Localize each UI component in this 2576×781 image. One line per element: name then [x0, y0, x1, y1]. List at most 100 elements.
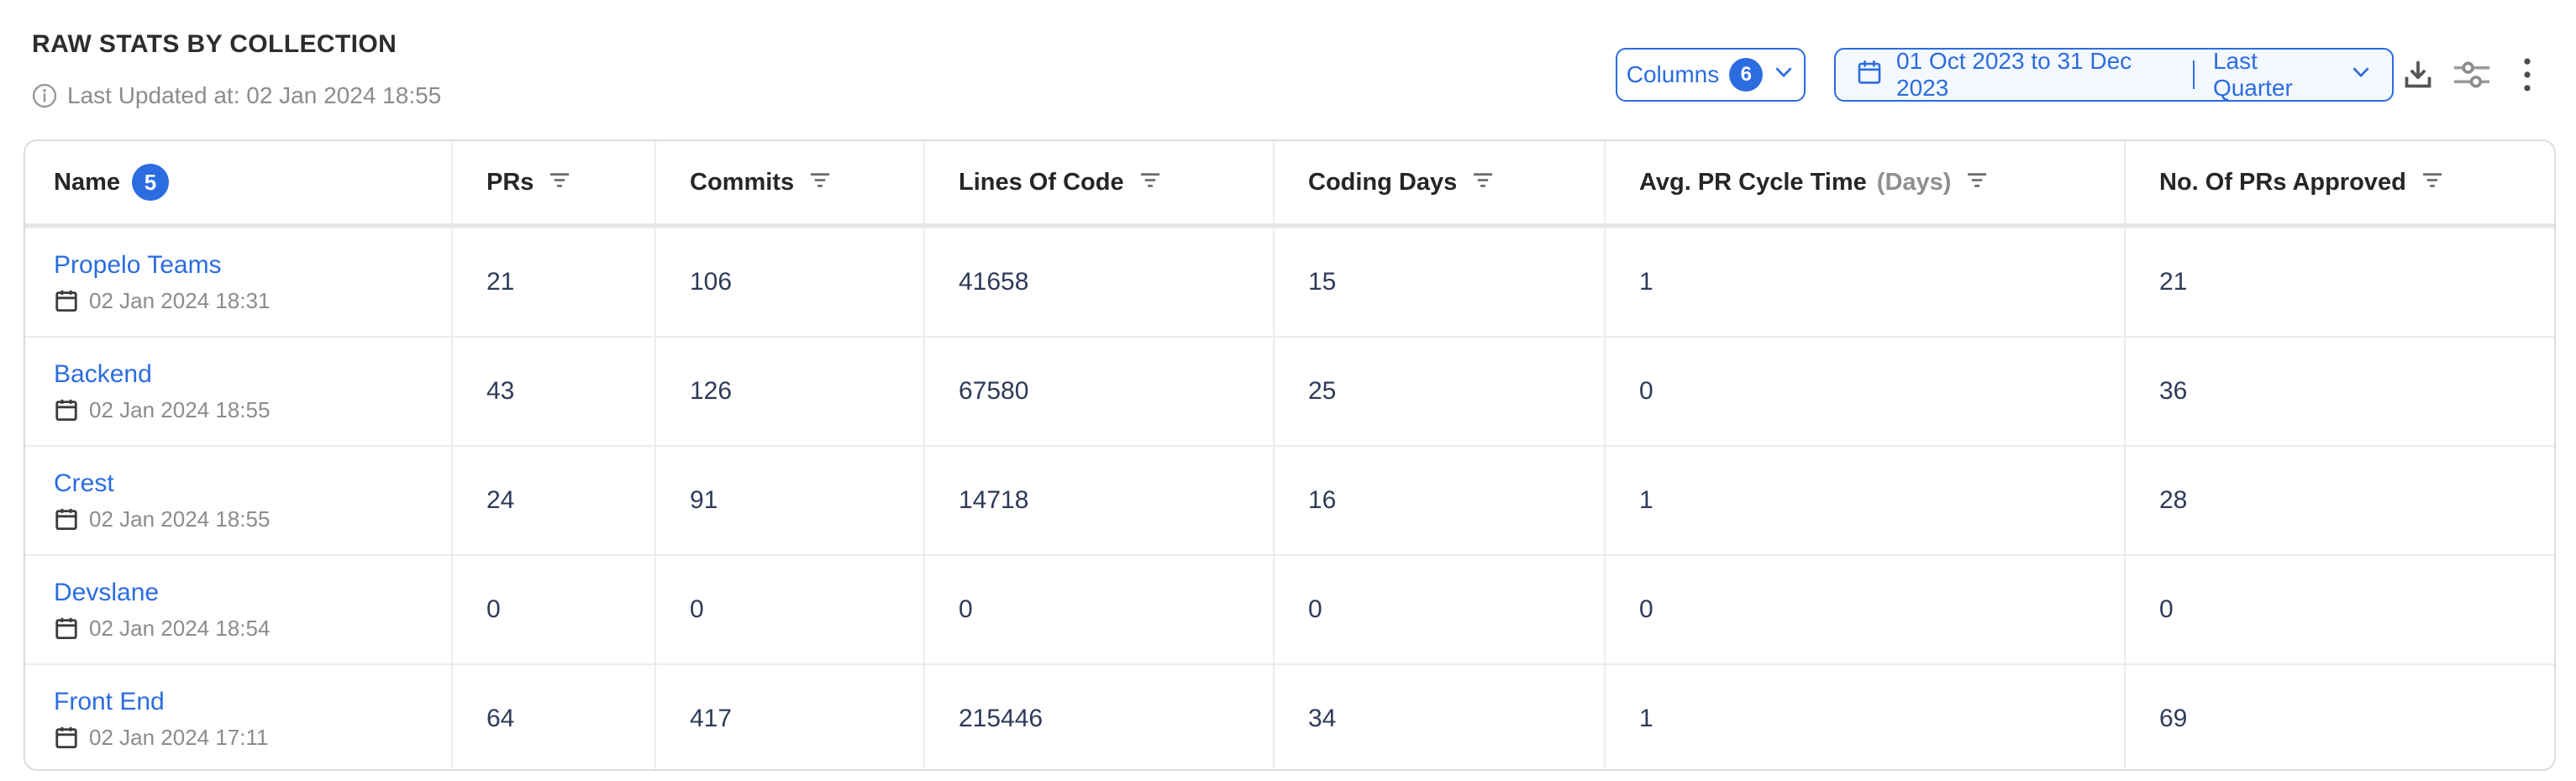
prs-cell: 21 [453, 228, 656, 336]
column-header-coding-days-label: Coding Days [1308, 168, 1458, 196]
filter-icon[interactable] [1472, 169, 1494, 197]
commits-cell: 91 [656, 447, 925, 554]
row-updated-text: 02 Jan 2024 18:54 [89, 615, 271, 641]
name-cell: Propelo Teams 02 Jan 2024 18:31 [25, 228, 453, 336]
row-updated-text: 02 Jan 2024 17:11 [89, 724, 269, 750]
collection-link[interactable]: Devslane [54, 578, 160, 606]
prs-approved-cell: 28 [2159, 486, 2188, 514]
date-range-preset: Last Quarter [2212, 48, 2293, 101]
filter-icon[interactable] [2421, 169, 2443, 197]
prs-cell: 64 [453, 665, 656, 769]
avg-pr-cycle-cell: 1 [1606, 447, 2126, 554]
table-row: Devslane 02 Jan 2024 18:54 0 0 0 0 0 0 [25, 554, 2554, 663]
collection-link[interactable]: Backend [54, 359, 152, 388]
coding-days-cell: 34 [1275, 665, 1606, 769]
column-header-commits-label: Commits [690, 168, 795, 196]
row-updated: 02 Jan 2024 18:55 [54, 397, 270, 423]
column-header-avg-label: Avg. PR Cycle Time [1639, 168, 1867, 196]
row-updated-text: 02 Jan 2024 18:55 [89, 396, 271, 422]
download-icon [2401, 58, 2435, 94]
download-button[interactable] [2396, 54, 2440, 97]
info-icon [32, 83, 57, 108]
column-header-prs-label: PRs [486, 168, 534, 196]
commits-cell: 126 [656, 338, 925, 445]
name-cell: Devslane 02 Jan 2024 18:54 [25, 556, 453, 663]
table-row: Propelo Teams 02 Jan 2024 18:31 21 106 4… [25, 227, 2554, 336]
prs-cell: 43 [453, 338, 656, 445]
prs-approved-cell: 69 [2159, 705, 2188, 732]
column-header-prs: PRs [453, 141, 656, 223]
lines-of-code-cell: 0 [925, 556, 1275, 663]
name-cell: Crest 02 Jan 2024 18:55 [25, 447, 453, 554]
commits-cell: 417 [656, 665, 925, 769]
filter-settings-button[interactable] [2450, 54, 2494, 97]
columns-button[interactable]: Columns 6 [1616, 48, 1806, 102]
table-row: Crest 02 Jan 2024 18:55 24 91 14718 16 1… [25, 445, 2554, 554]
calendar-icon [54, 616, 79, 641]
column-header-name: Name 5 [25, 141, 453, 223]
column-header-approved-label: No. Of PRs Approved [2159, 168, 2406, 196]
column-header-name-label: Name [54, 168, 120, 196]
avg-pr-cycle-cell: 1 [1606, 228, 2126, 336]
column-header-avg-suffix: (Days) [1876, 168, 1952, 196]
column-header-lines-of-code: Lines Of Code [925, 141, 1275, 223]
more-options-button[interactable] [2505, 54, 2549, 97]
table-row: Backend 02 Jan 2024 18:55 43 126 67580 2… [25, 336, 2554, 445]
prs-cell: 24 [453, 447, 656, 554]
prs-approved-cell: 36 [2159, 377, 2188, 405]
collection-link[interactable]: Crest [54, 469, 114, 497]
calendar-icon [54, 288, 79, 313]
prs-cell: 0 [453, 556, 656, 663]
kebab-menu-icon [2510, 55, 2544, 97]
date-range-button[interactable]: 01 Oct 2023 to 31 Dec 2023 Last Quarter [1834, 48, 2394, 102]
lines-of-code-cell: 14718 [925, 447, 1275, 554]
lines-of-code-cell: 41658 [925, 228, 1275, 336]
calendar-icon [54, 397, 79, 422]
date-range-divider [2192, 60, 2195, 89]
collection-link[interactable]: Front End [54, 687, 165, 715]
coding-days-cell: 15 [1275, 228, 1606, 336]
row-updated-text: 02 Jan 2024 18:55 [89, 506, 271, 532]
chevron-down-icon [1773, 61, 1795, 89]
columns-count-badge: 6 [1729, 58, 1764, 92]
name-cell: Front End 02 Jan 2024 17:11 [25, 665, 453, 769]
lines-of-code-cell: 67580 [925, 338, 1275, 445]
table-header-row: Name 5 PRs Commits [25, 141, 2554, 227]
last-updated-row: Last Updated at: 02 Jan 2024 18:55 [32, 82, 441, 109]
row-updated: 02 Jan 2024 18:54 [54, 616, 270, 642]
filter-icon[interactable] [549, 169, 570, 197]
column-header-loc-label: Lines Of Code [959, 168, 1124, 196]
calendar-icon [54, 506, 79, 532]
coding-days-cell: 25 [1275, 338, 1606, 445]
row-updated: 02 Jan 2024 18:55 [54, 506, 270, 532]
name-cell: Backend 02 Jan 2024 18:55 [25, 338, 453, 445]
last-updated-text: Last Updated at: 02 Jan 2024 18:55 [67, 82, 442, 108]
avg-pr-cycle-cell: 1 [1606, 665, 2126, 769]
collection-link[interactable]: Propelo Teams [54, 250, 222, 279]
row-updated-text: 02 Jan 2024 18:31 [89, 287, 271, 313]
column-header-commits: Commits [656, 141, 925, 223]
lines-of-code-cell: 215446 [925, 665, 1275, 769]
prs-approved-cell: 0 [2159, 595, 2174, 623]
row-updated: 02 Jan 2024 18:31 [54, 288, 270, 314]
coding-days-cell: 16 [1275, 447, 1606, 554]
row-updated: 02 Jan 2024 17:11 [54, 725, 268, 751]
page-title: RAW STATS BY COLLECTION [32, 30, 397, 58]
filter-icon[interactable] [1139, 169, 1161, 197]
columns-button-label: Columns [1626, 61, 1720, 87]
raw-stats-table: Name 5 PRs Commits [24, 139, 2556, 771]
coding-days-cell: 0 [1275, 556, 1606, 663]
sliders-icon [2453, 58, 2490, 94]
commits-cell: 106 [656, 228, 925, 336]
date-range-text: 01 Oct 2023 to 31 Dec 2023 [1896, 48, 2132, 101]
commits-cell: 0 [656, 556, 925, 663]
column-header-avg-pr-cycle-time: Avg. PR Cycle Time (Days) [1606, 141, 2126, 223]
avg-pr-cycle-cell: 0 [1606, 556, 2126, 663]
prs-approved-cell: 21 [2159, 268, 2188, 296]
filter-icon[interactable] [809, 169, 831, 197]
name-count-badge: 5 [132, 164, 169, 201]
filter-icon[interactable] [1966, 169, 1988, 197]
column-header-prs-approved: No. Of PRs Approved [2126, 141, 2554, 223]
table-row: Front End 02 Jan 2024 17:11 64 417 21544… [25, 663, 2554, 769]
avg-pr-cycle-cell: 0 [1606, 338, 2126, 445]
